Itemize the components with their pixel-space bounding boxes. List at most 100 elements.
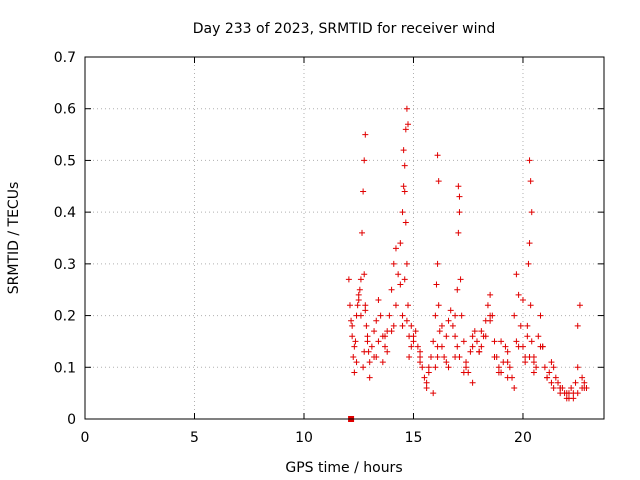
data-point [401,276,408,283]
data-point [430,390,437,397]
data-point [443,359,450,366]
data-point [452,312,459,319]
data-point [458,312,465,319]
data-point [449,322,456,329]
data-point [527,178,534,185]
data-point [572,379,579,386]
data-point [574,390,581,397]
data-point [399,312,406,319]
data-point [352,338,359,345]
data-point [399,209,406,216]
data-point [456,209,463,216]
data-point [441,353,448,360]
data-point [348,317,355,324]
y-tick-label: 0.2 [54,309,76,325]
data-point [351,369,358,376]
data-point [454,286,461,293]
x-axis-label: GPS time / hours [285,460,402,476]
data-point [356,286,363,293]
x-tick-label: 0 [81,430,90,446]
data-point [399,322,406,329]
data-point [487,317,494,324]
data-point [504,348,511,355]
data-point [361,348,368,355]
data-point [539,343,546,350]
data-point [436,328,443,335]
data-point [515,291,522,298]
data-point [390,322,397,329]
data-point [576,302,583,309]
data-point [526,353,533,360]
data-point [456,353,463,360]
data-point [541,364,548,371]
data-point [354,302,361,309]
data-point [363,322,370,329]
data-point [382,333,389,340]
data-point [517,322,524,329]
data-point [382,343,389,350]
data-point [447,307,454,314]
data-point [432,364,439,371]
data-point [401,162,408,169]
data-point [463,359,470,366]
data-point [364,338,371,345]
data-point [377,312,384,319]
data-point [402,126,409,133]
grid [85,57,604,419]
data-point [419,364,426,371]
data-point [487,312,494,319]
data-point [557,390,564,397]
data-point [528,209,535,216]
data-point [371,328,378,335]
data-point [515,343,522,350]
y-tick-label: 0.3 [54,257,76,273]
data-point [392,245,399,252]
x-tick-label: 15 [405,430,423,446]
data-point [364,333,371,340]
data-point [457,276,464,283]
data-point [417,348,424,355]
data-point [366,359,373,366]
data-point [469,333,476,340]
plot-frame [84,56,605,420]
data-point [528,338,535,345]
data-point [417,359,424,366]
data-point [568,384,575,391]
data-point [408,343,415,350]
data-point [491,338,498,345]
data-point [574,364,581,371]
data-point [555,379,562,386]
data-point [403,260,410,267]
axis-ticks: 0 0.1 0.2 0.3 0.4 0.5 0.6 0.7 0 5 10 15 20 [54,50,604,446]
data-point [406,353,413,360]
data-point [373,353,380,360]
data-point [433,281,440,288]
data-point [360,364,367,371]
data-point [432,312,439,319]
y-tick-label: 0.7 [54,50,76,66]
data-point [511,312,518,319]
data-point [463,364,470,371]
data-point [408,322,415,329]
data-point [355,291,362,298]
x-tick-label: 5 [190,430,199,446]
data-points [345,105,590,422]
data-point [460,369,467,376]
data-point [469,379,476,386]
data-point [530,369,537,376]
data-point [401,188,408,195]
data-point [388,286,395,293]
data-point [373,317,380,324]
data-point [421,374,428,381]
data-point [410,338,417,345]
data-point [548,359,555,366]
data-point [362,131,369,138]
data-point [513,338,520,345]
data-point [423,379,430,386]
data-point [524,333,531,340]
data-point [548,379,555,386]
data-point [435,178,442,185]
data-point [360,188,367,195]
data-point [410,333,417,340]
data-point [511,384,518,391]
